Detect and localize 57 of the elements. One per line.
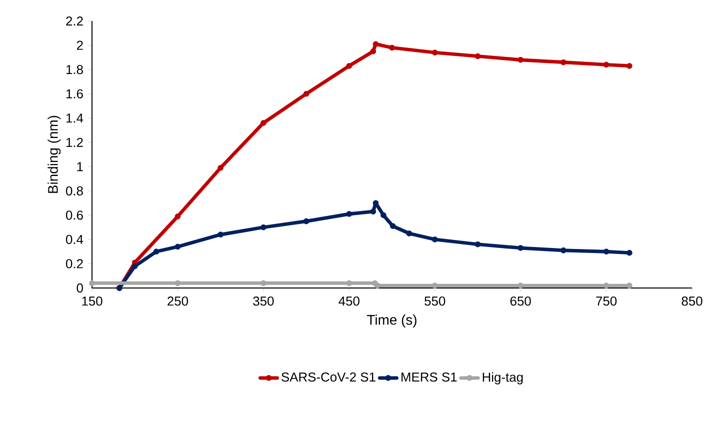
y-tick-label: 0.8 [66, 186, 83, 196]
point [518, 56, 524, 63]
x-tick-label: 650 [510, 296, 531, 306]
point [603, 248, 610, 255]
y-axis-title: Binding (nm) [48, 116, 61, 193]
point [218, 164, 224, 171]
point [432, 50, 438, 56]
x-tick-label: 450 [338, 296, 360, 306]
x-tick-label: 350 [253, 296, 274, 306]
point [174, 244, 181, 250]
y-tick-label: 2.2 [66, 16, 83, 26]
point [474, 241, 481, 248]
point [260, 120, 266, 126]
y-tick-label: 0.2 [66, 259, 83, 268]
point [560, 59, 566, 66]
y-tick-label: 1.4 [66, 114, 84, 123]
y-tick-label: 0 [76, 283, 83, 293]
point [132, 263, 138, 270]
point [603, 282, 610, 289]
point [432, 236, 438, 242]
point [390, 223, 396, 230]
point [153, 248, 160, 255]
point [370, 208, 376, 214]
point [370, 48, 376, 54]
legend-label: Hig-tag [482, 372, 523, 384]
point [380, 212, 386, 218]
point [303, 90, 310, 97]
x-tick-label: 550 [424, 296, 446, 306]
y-tick-label: 1.2 [66, 138, 83, 147]
y-tick-label: 0.6 [66, 210, 83, 220]
point [474, 53, 481, 60]
point [174, 213, 181, 220]
y-tick-label: 0.4 [66, 234, 84, 244]
point [372, 41, 379, 47]
point [303, 218, 310, 224]
point [406, 230, 412, 236]
point [626, 250, 632, 256]
point [374, 282, 380, 289]
y-tick-label: 1.6 [66, 89, 83, 98]
x-tick-label: 250 [168, 296, 188, 306]
x-tick-label: 850 [682, 296, 702, 306]
point [372, 280, 378, 286]
legend-label: MERS S1 [402, 372, 457, 382]
point [389, 44, 395, 51]
x-tick-label: 150 [82, 296, 102, 306]
point [260, 224, 266, 230]
y-tick-label: 1 [77, 162, 83, 172]
legend-label: SARS-CoV-2 S1 [282, 372, 376, 382]
y-tick-label: 1.8 [66, 64, 83, 74]
point [346, 62, 352, 69]
x-tick-label: 750 [596, 296, 617, 306]
x-axis-title: Time (s) [367, 314, 416, 328]
point [89, 280, 95, 286]
point [603, 62, 610, 68]
point [218, 232, 224, 238]
y-tick-label: 2 [76, 40, 83, 50]
point [174, 280, 181, 286]
